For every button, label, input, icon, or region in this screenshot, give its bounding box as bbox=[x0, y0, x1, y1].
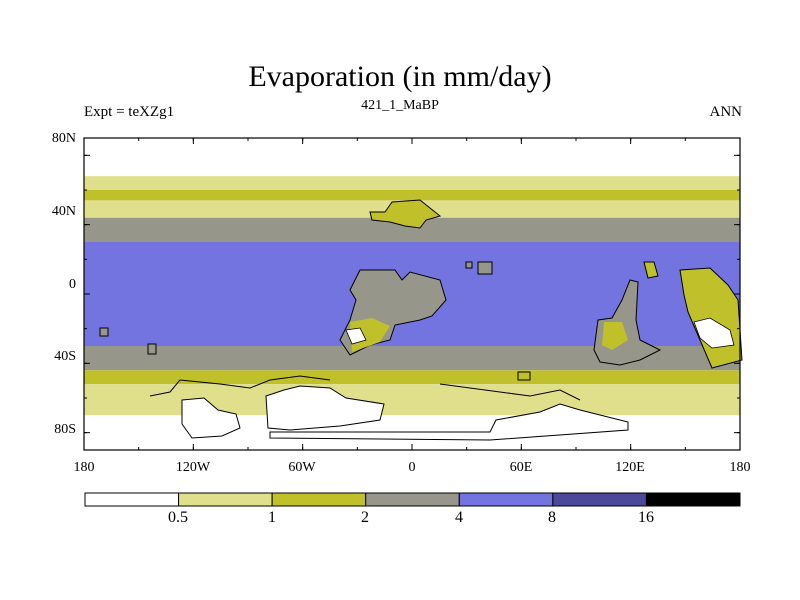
contour-band bbox=[84, 176, 740, 190]
colorbar-level-label: 1 bbox=[268, 509, 276, 526]
x-tick-label: 0 bbox=[408, 460, 416, 475]
landmass-south-center bbox=[265, 385, 385, 431]
colorbar-swatch bbox=[645, 492, 741, 507]
landmass-central-dry bbox=[345, 327, 367, 345]
colorbar-level-label: 4 bbox=[455, 509, 463, 526]
landmass-south-long bbox=[269, 403, 629, 441]
x-tick-label: 180 bbox=[729, 460, 751, 475]
landmass-islet-west-b bbox=[147, 343, 157, 355]
colorbar-swatch bbox=[365, 492, 460, 507]
x-tick-label: 60W bbox=[288, 460, 316, 475]
x-tick-label: 120W bbox=[175, 460, 211, 475]
landmass-islet-west-a bbox=[99, 327, 109, 337]
colorbar-swatch bbox=[458, 492, 554, 507]
y-tick-label: 80N bbox=[51, 131, 76, 146]
chart-title: Evaporation (in mm/day) bbox=[248, 60, 552, 93]
x-tick-label: 60E bbox=[509, 460, 533, 475]
landmass-far-east-dry bbox=[693, 317, 735, 349]
contour-band bbox=[84, 370, 740, 385]
colorbar-level-label: 0.5 bbox=[168, 509, 188, 526]
landmass-central-coast bbox=[350, 318, 390, 352]
colorbar-swatch bbox=[178, 492, 273, 507]
colorbar-swatch bbox=[552, 492, 647, 507]
landmass-islet-north bbox=[465, 261, 493, 275]
landmass-east-coast bbox=[602, 322, 628, 350]
y-tick-label: 40S bbox=[54, 349, 76, 364]
y-tick-label: 0 bbox=[69, 277, 76, 292]
y-tick-label: 80S bbox=[54, 422, 76, 437]
y-tick-label: 40N bbox=[51, 204, 76, 219]
colorbar-level-label: 2 bbox=[361, 509, 369, 526]
x-tick-label: 180 bbox=[73, 460, 95, 475]
landmass-south-west bbox=[181, 397, 241, 439]
experiment-label: Expt = teXZg1 bbox=[84, 104, 175, 120]
landmass-north bbox=[369, 199, 442, 229]
season-label: ANN bbox=[709, 104, 743, 120]
colorbar-level-label: 8 bbox=[548, 509, 556, 526]
landmass-islet-south bbox=[517, 371, 531, 381]
landmasses bbox=[99, 199, 743, 441]
period-label: 421_1_MaBP bbox=[361, 98, 439, 113]
contour-band bbox=[84, 138, 740, 177]
x-tick-label: 120E bbox=[615, 460, 645, 475]
landmass-islet-east bbox=[643, 261, 659, 279]
colorbar-level-label: 16 bbox=[638, 509, 654, 526]
colorbar-swatch bbox=[271, 492, 367, 507]
landmass-south-ridge bbox=[149, 375, 581, 401]
colorbar-swatch bbox=[84, 492, 180, 507]
contour-band bbox=[84, 190, 740, 201]
